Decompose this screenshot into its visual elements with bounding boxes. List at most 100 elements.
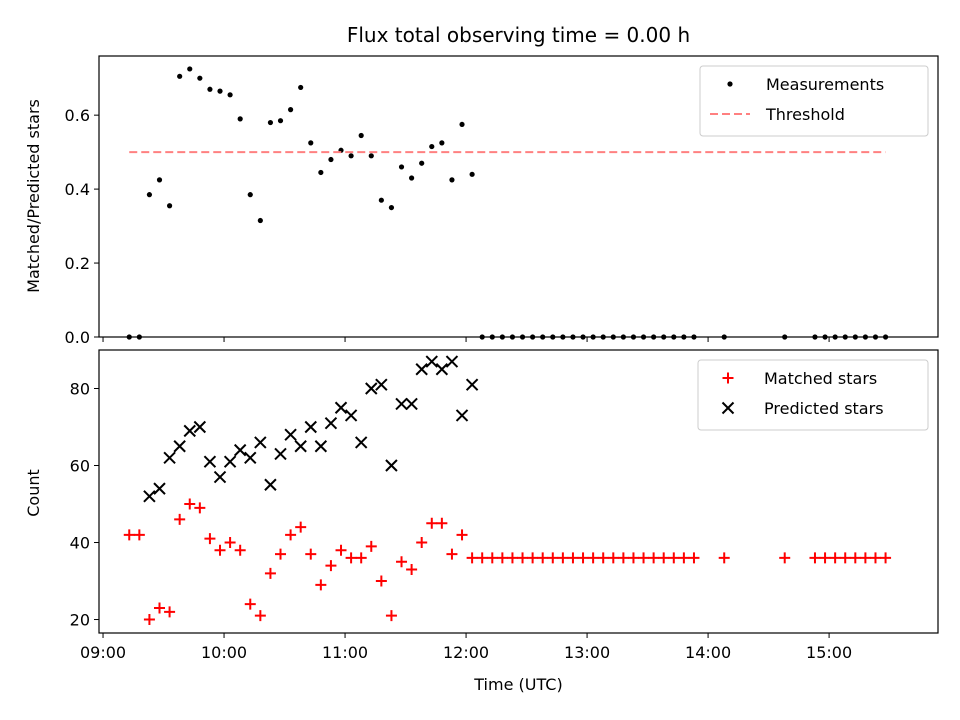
data-point	[809, 552, 821, 564]
legend-label: Matched stars	[764, 369, 877, 388]
data-point	[184, 498, 196, 510]
data-point	[416, 537, 428, 549]
legend-frame	[697, 359, 929, 431]
data-point	[325, 560, 337, 572]
data-point	[648, 552, 660, 564]
legend-label: Predicted stars	[764, 399, 884, 418]
data-point	[449, 177, 455, 183]
data-point	[547, 552, 559, 564]
top-y-tick-label: 0.2	[65, 254, 90, 273]
data-point	[607, 552, 619, 564]
data-point	[597, 552, 609, 564]
data-point	[324, 416, 338, 430]
top-y-axis-label: Matched/Predicted stars	[24, 99, 43, 293]
bottom-y-tick-label: 80	[70, 380, 90, 399]
data-point	[285, 529, 297, 541]
data-point	[456, 529, 468, 541]
data-point	[415, 363, 428, 376]
bottom-y-axis-label: Count	[24, 469, 43, 517]
data-point	[264, 567, 276, 579]
legend-frame	[699, 65, 929, 137]
legend-swatch	[722, 372, 734, 384]
data-point	[247, 192, 253, 198]
top-axes-frame	[98, 55, 939, 338]
data-point	[143, 490, 156, 503]
data-point	[214, 544, 226, 556]
top-y-tick-label: 0.0	[65, 328, 90, 347]
data-point	[173, 440, 186, 453]
data-point	[335, 544, 347, 556]
data-point	[244, 451, 257, 465]
bottom-legend: Matched stars Predicted stars	[697, 359, 929, 431]
data-point	[314, 440, 328, 453]
data-point	[187, 66, 193, 72]
data-point	[227, 92, 233, 98]
data-point	[217, 88, 223, 94]
data-point	[197, 75, 203, 81]
legend-label: Measurements	[766, 75, 884, 94]
data-point	[465, 378, 479, 391]
data-point	[567, 552, 579, 564]
data-point	[146, 192, 153, 198]
data-point	[355, 552, 367, 564]
data-point	[166, 203, 173, 209]
data-point	[627, 552, 639, 564]
data-point	[315, 579, 327, 591]
data-point	[213, 470, 227, 484]
data-point	[358, 132, 364, 139]
data-point	[385, 459, 398, 472]
data-point	[287, 107, 294, 113]
data-point	[658, 552, 670, 564]
bottom-y-tick-label: 20	[70, 611, 90, 630]
data-point	[587, 552, 599, 564]
bottom-y-tick-label: 60	[70, 457, 90, 476]
data-point	[880, 552, 892, 564]
x-tick-label: 09:00	[80, 643, 126, 662]
data-point	[537, 552, 549, 564]
data-point	[398, 164, 405, 170]
legend-label: Threshold	[765, 105, 845, 124]
data-point	[308, 140, 314, 146]
data-point	[156, 177, 163, 183]
data-point	[365, 540, 377, 552]
chart-title: Flux total observing time = 0.00 h	[347, 23, 690, 47]
data-point	[476, 552, 488, 564]
top-legend: Measurements Threshold	[699, 65, 929, 137]
data-point	[557, 552, 569, 564]
top-y-ticks: 0.0 0.2 0.4 0.6	[65, 106, 99, 347]
x-tick-label: 14:00	[685, 643, 731, 662]
data-point	[425, 355, 438, 368]
data-point	[455, 409, 469, 422]
x-tick-label: 13:00	[564, 643, 610, 662]
x-axis-label: Time (UTC)	[473, 675, 562, 694]
data-point	[375, 575, 387, 587]
data-point	[153, 482, 166, 495]
data-point	[207, 86, 213, 92]
data-point	[154, 602, 166, 614]
data-point	[426, 517, 438, 529]
bottom-x-ticks: 09:00 10:00 11:00 12:00 13:00 14:00 15:00	[80, 633, 852, 662]
data-point	[859, 552, 871, 564]
data-point	[819, 552, 831, 564]
data-point	[244, 598, 256, 610]
data-point	[459, 121, 465, 128]
x-tick-label: 10:00	[201, 643, 247, 662]
data-point	[123, 529, 135, 541]
data-point	[446, 548, 458, 560]
data-point	[348, 153, 354, 159]
data-point	[395, 397, 408, 411]
data-point	[174, 513, 186, 525]
data-point	[294, 440, 307, 453]
data-point	[869, 552, 881, 564]
data-point	[506, 552, 518, 564]
data-point	[318, 169, 324, 176]
data-point	[354, 436, 368, 449]
data-point	[496, 552, 508, 564]
top-panel: Flux total observing time = 0.00 h Match…	[24, 23, 939, 347]
data-point	[668, 552, 680, 564]
series-matched-stars	[123, 498, 892, 626]
data-point	[429, 143, 435, 150]
x-tick-label: 11:00	[322, 643, 368, 662]
data-point	[385, 610, 397, 622]
